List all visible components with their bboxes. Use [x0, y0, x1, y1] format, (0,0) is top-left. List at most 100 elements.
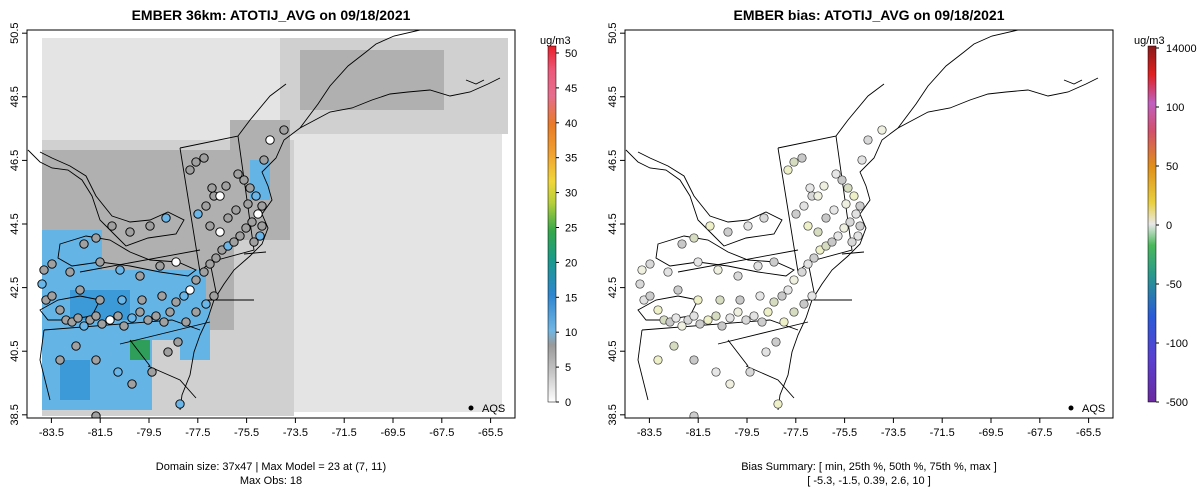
left-heatmap-cell-596	[126, 246, 138, 258]
left-heatmap-cell-1215	[180, 350, 190, 360]
left-heatmap-cell-559	[102, 162, 114, 174]
left-heatmap-cell-724	[280, 50, 292, 62]
left-heatmap-cell-809	[400, 110, 412, 122]
left-heatmap-cell-1211	[180, 310, 190, 320]
left-heatmap-cell-1248	[110, 290, 120, 300]
left-heatmap-cell-901	[360, 62, 372, 74]
left-heatmap-cell-319	[198, 380, 210, 392]
left-site-78	[209, 291, 219, 301]
left-heatmap-cell-607	[138, 198, 150, 210]
right-chart-title: EMBER bias: ATOTIJ_AVG on 09/18/2021	[733, 7, 1004, 23]
left-heatmap-cell-1221	[190, 350, 200, 360]
left-heatmap-cell-787	[376, 38, 388, 50]
left-heatmap-cell-486	[42, 186, 54, 198]
left-heatmap-cell-1263	[80, 370, 90, 380]
left-heatmap-cell-625	[150, 234, 162, 246]
right-site-62	[693, 257, 703, 267]
left-heatmap-cell-717	[222, 258, 234, 270]
left-heatmap-cell-1025	[82, 230, 92, 240]
left-heatmap-cell-978	[278, 156, 290, 168]
left-heatmap-cell-1015	[72, 230, 82, 240]
left-heatmap-cell-1129	[42, 400, 52, 410]
left-heatmap-cell-517	[66, 198, 78, 210]
left-site-76	[191, 307, 201, 317]
left-heatmap-cell-747	[316, 38, 328, 50]
right-y-tick-label-2: 42.5	[607, 277, 619, 298]
right-colorbar: ug/m3 14000 100 50 0 -50 -100 -500	[1134, 35, 1197, 409]
left-x-tick-label-5: -73.5	[283, 427, 308, 439]
left-heatmap-cell-1139	[62, 340, 72, 350]
left-heatmap-cell-1099	[166, 320, 176, 330]
left-heatmap-cell-389	[234, 392, 246, 404]
left-heatmap-cell-380	[234, 284, 246, 296]
left-heatmap-cell-513	[66, 150, 78, 162]
left-site-42	[193, 209, 203, 219]
left-site-38	[233, 169, 243, 179]
left-heatmap-cell-810	[400, 122, 412, 134]
left-site-10	[97, 319, 107, 329]
left-heatmap-cell-871	[496, 86, 508, 98]
left-y-tick-label-6: 50.5	[9, 22, 21, 43]
left-heatmap-cell-361	[222, 332, 234, 344]
left-heatmap-cell-883	[312, 86, 324, 98]
right-site-21	[777, 291, 787, 301]
left-heatmap-cell-390	[234, 404, 246, 416]
left-heatmap-cell-207	[150, 140, 162, 152]
left-heatmap-cell-842	[448, 122, 460, 134]
left-site-81	[65, 267, 75, 277]
left-heatmap-cell-1076	[136, 300, 146, 310]
left-heatmap-cell-1004	[52, 320, 62, 330]
right-site-89	[857, 155, 867, 165]
left-heatmap-cell-1000	[52, 280, 62, 290]
left-heatmap-cell-1227	[200, 350, 210, 360]
left-heatmap-cell-903	[360, 86, 372, 98]
left-heatmap-cell-1220	[190, 340, 200, 350]
left-heatmap-cell-412	[246, 392, 258, 404]
right-site-67	[653, 355, 663, 365]
left-site-3	[55, 305, 65, 315]
left-legend-marker	[468, 405, 474, 411]
left-heatmap-cell-955	[254, 120, 266, 132]
right-x-tick-label-8: -67.5	[1027, 427, 1052, 439]
left-heatmap-cell-1170	[102, 330, 112, 340]
left-heatmap-cell-499	[54, 162, 66, 174]
right-site-69	[689, 355, 699, 365]
left-site-58	[125, 227, 135, 237]
left-heatmap-cell-1264	[80, 380, 90, 390]
right-site-83	[693, 295, 703, 305]
left-heatmap-cell-518	[66, 210, 78, 222]
left-heatmap-cell-610	[138, 234, 150, 246]
right-x-tick-label-2: -79.5	[734, 427, 759, 439]
left-site-82	[75, 285, 85, 295]
left-heatmap-cell-1013	[62, 310, 72, 320]
left-heatmap-cell-907	[372, 74, 384, 86]
left-heatmap-cell-618	[150, 150, 162, 162]
right-site-79	[637, 265, 647, 275]
left-site-80	[47, 259, 57, 269]
left-heatmap-cell-1232	[260, 160, 270, 170]
left-heatmap-cell-1052	[106, 270, 116, 280]
right-lakes	[625, 149, 795, 321]
left-heatmap-cell-899	[348, 98, 360, 110]
left-heatmap-cell-989	[42, 270, 52, 280]
left-heatmap-cell-471	[282, 272, 294, 284]
left-heatmap-cell-456	[270, 368, 282, 380]
left-heatmap-cell-410	[246, 368, 258, 380]
left-site-84	[117, 295, 127, 305]
left-heatmap-cell-407	[246, 332, 258, 344]
left-heatmap-cell-932	[432, 74, 444, 86]
left-heatmap-cell-1027	[82, 250, 92, 260]
right-site-76	[789, 307, 799, 317]
left-heatmap-cell-341	[210, 368, 222, 380]
left-heatmap-cell-573	[114, 150, 126, 162]
left-heatmap-cell-545	[90, 174, 102, 186]
left-heatmap-cell-1198	[132, 370, 142, 380]
left-heatmap-cell-448	[270, 272, 282, 284]
left-heatmap-cell-296	[186, 380, 198, 392]
left-site-52	[191, 157, 201, 167]
left-heatmap-cell-639	[162, 222, 174, 234]
right-legend: AQS	[1068, 403, 1105, 415]
left-heatmap-cell-623	[150, 210, 162, 222]
left-heatmap-cell-1201	[132, 400, 142, 410]
left-heatmap-cell-844	[460, 50, 472, 62]
